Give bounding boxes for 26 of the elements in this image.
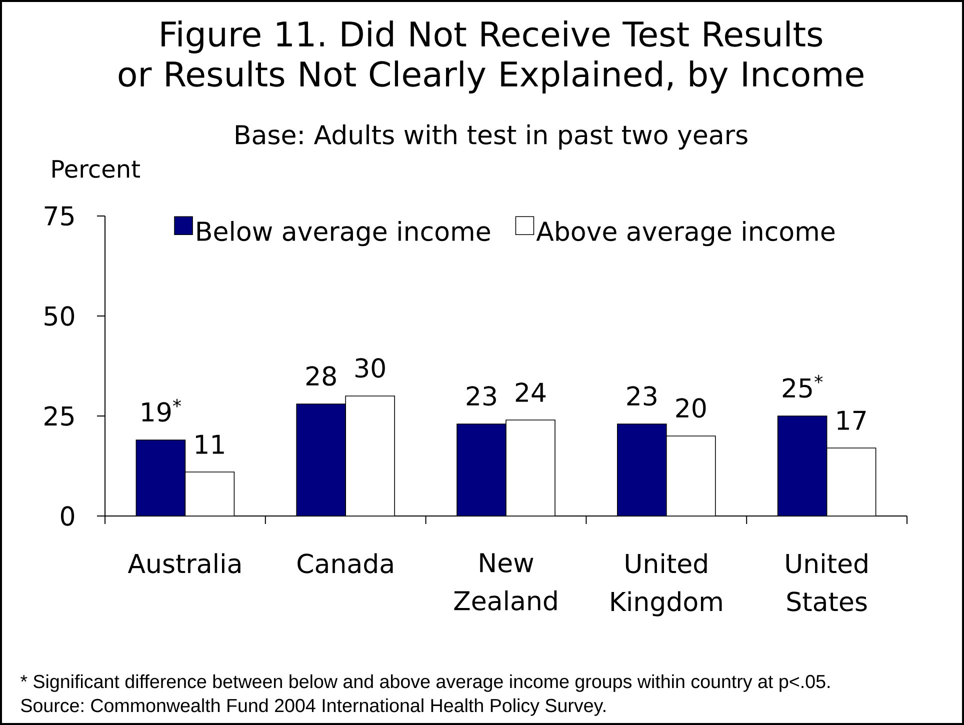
y-axis-title: Percent [52,160,140,178]
data-label: 20 [676,398,706,418]
source-note: Source: Commonwealth Fund 2004 International Health Policy Survey. [21,698,606,716]
data-label: 23 [466,386,496,406]
x-tick-label: Canada [298,553,393,574]
x-tick-label: Australia [128,553,240,574]
legend-label: Below average income [197,220,490,246]
text: * Significant difference between below and above average income groups within country at p<.05. [20,674,830,692]
data-label: 25$^{*}$ [782,374,823,398]
data-label: 28 [306,366,336,386]
y-tick-label: 0 [60,506,74,526]
y-tick-label: 25 [44,406,74,426]
data-label: 24 [516,382,546,402]
legend-label: Above average income [536,220,835,246]
data-label: 19$^{*}$ [142,398,182,422]
chart-subtitle: Base: Adults with test in past two years [236,124,748,150]
chart-title: Figure 11. Did Not Receive Test Results or Results Not Clearly Explained, by Income [118,20,864,94]
y-tick-label: 50 [44,306,74,326]
data-label: 11 [196,434,224,454]
data-label: 23 [627,386,656,406]
y-tick-label: 75 [44,206,74,226]
data-label: 17 [838,410,866,430]
x-tick-label: United Kingdom [611,553,722,616]
x-tick-label: New Zealand [454,553,557,611]
data-label: 30 [356,358,385,378]
x-tick-label: United States [786,553,868,612]
